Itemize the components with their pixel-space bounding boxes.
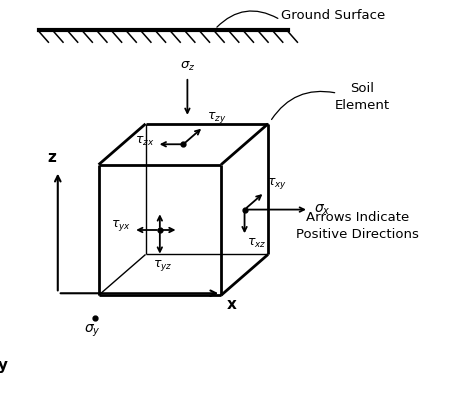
Text: $\sigma_z$: $\sigma_z$	[180, 60, 195, 73]
Text: $\tau_{xz}$: $\tau_{xz}$	[247, 237, 267, 250]
Text: $\tau_{xy}$: $\tau_{xy}$	[267, 175, 287, 191]
Text: $\sigma_x$: $\sigma_x$	[314, 202, 330, 217]
Text: $\tau_{yz}$: $\tau_{yz}$	[153, 258, 172, 273]
Text: Ground Surface: Ground Surface	[281, 9, 385, 22]
Text: z: z	[47, 150, 56, 165]
Text: $\tau_{yx}$: $\tau_{yx}$	[111, 217, 131, 233]
Text: $\tau_{zy}$: $\tau_{zy}$	[207, 110, 226, 125]
Text: y: y	[0, 358, 8, 373]
Text: Arrows Indicate
Positive Directions: Arrows Indicate Positive Directions	[296, 211, 419, 241]
Text: x: x	[227, 297, 237, 312]
Text: $\tau_{zx}$: $\tau_{zx}$	[136, 134, 155, 148]
Text: Soil
Element: Soil Element	[334, 82, 390, 112]
Text: $\sigma_y$: $\sigma_y$	[84, 323, 101, 339]
